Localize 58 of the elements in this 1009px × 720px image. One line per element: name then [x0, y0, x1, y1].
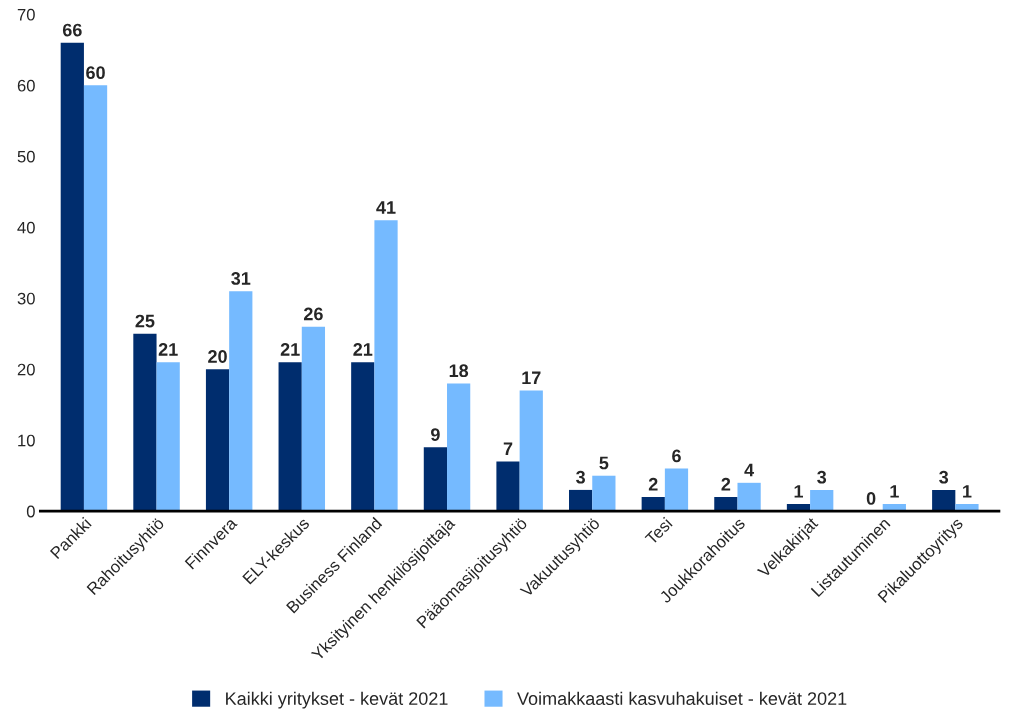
bar	[301, 326, 326, 512]
bar	[205, 369, 230, 512]
bar	[810, 489, 834, 512]
y-tick-label: 40	[17, 221, 35, 234]
bar	[133, 333, 157, 512]
bar	[447, 383, 471, 512]
bar	[229, 291, 253, 512]
y-tick-label: 50	[17, 150, 35, 163]
data-label: 6	[672, 449, 681, 463]
bar	[83, 85, 108, 512]
y-tick-label: 10	[18, 434, 35, 447]
data-label: 1	[794, 485, 803, 498]
data-label: 20	[208, 350, 227, 363]
data-label: 26	[303, 307, 323, 321]
legend-label: Voimakkaasti kasvuhakuiset - kevät 2021	[517, 691, 847, 706]
data-label: 21	[353, 343, 373, 356]
y-tick-label: 60	[17, 79, 35, 92]
data-label: 1	[890, 485, 899, 498]
data-label: 17	[522, 371, 541, 385]
bar	[60, 42, 84, 512]
data-label: 25	[135, 314, 155, 328]
bar	[641, 497, 665, 512]
data-label: 1	[963, 485, 972, 498]
data-label: 60	[86, 66, 105, 80]
data-label: 2	[648, 477, 658, 491]
bar	[278, 362, 302, 512]
bar	[423, 447, 448, 512]
bar	[714, 497, 738, 512]
data-label: 0	[866, 492, 876, 505]
data-label: 18	[449, 364, 469, 378]
data-label: 41	[376, 201, 396, 214]
y-tick-label: 70	[17, 8, 35, 21]
data-label: 3	[939, 470, 949, 484]
bar	[351, 362, 375, 512]
data-label: 4	[744, 463, 755, 477]
y-tick-label: 20	[17, 363, 35, 376]
legend-label: Kaikki yritykset - kevät 2021	[226, 691, 448, 709]
data-label: 3	[817, 470, 827, 484]
data-label: 9	[431, 428, 440, 441]
bar	[932, 489, 956, 512]
data-label: 21	[158, 343, 178, 356]
bar	[156, 362, 180, 512]
bar	[664, 468, 689, 512]
bar	[569, 489, 593, 512]
data-label: 2	[721, 477, 731, 491]
data-label: 21	[280, 343, 300, 356]
y-tick-label: 0	[26, 505, 35, 518]
bar	[519, 390, 543, 512]
bar	[496, 461, 520, 512]
data-label: 31	[231, 272, 251, 285]
bar	[592, 475, 616, 512]
y-tick-label: 30	[17, 292, 35, 305]
data-label: 3	[576, 470, 585, 484]
data-label: 5	[599, 456, 609, 470]
bar	[737, 482, 761, 512]
data-label: 7	[503, 442, 513, 455]
bar	[374, 220, 398, 512]
data-label: 66	[62, 23, 82, 37]
